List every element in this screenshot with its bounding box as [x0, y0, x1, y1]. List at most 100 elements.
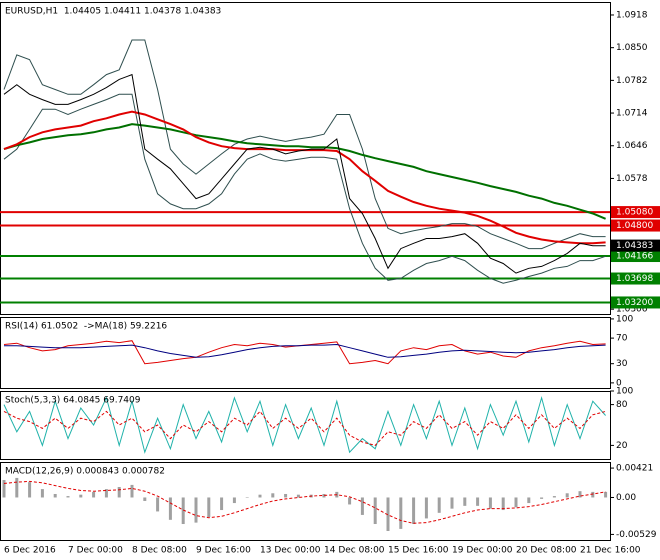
histogram-bar — [552, 496, 556, 498]
histogram-bar — [258, 494, 262, 498]
panel-frame — [0, 317, 611, 389]
histogram-bar — [527, 497, 531, 504]
panel-title: RSI(14) 61.0502 ->MA(18) 59.2216 — [5, 322, 167, 332]
y-tick-label: 0.00421 — [616, 464, 653, 474]
x-tick-label: 6 Dec 2016 — [4, 546, 56, 556]
histogram-bar — [156, 497, 160, 512]
y-tick-label: 1.0646 — [616, 141, 648, 151]
histogram-bar — [565, 493, 569, 498]
histogram-bar — [450, 497, 454, 509]
y-tick-label: -0.00529 — [616, 530, 657, 540]
panel-title: EURUSD,H1 1.04405 1.04411 1.04378 1.0438… — [5, 7, 221, 17]
histogram-bar — [591, 491, 595, 498]
histogram-bar — [28, 482, 32, 498]
histogram-bar — [15, 477, 19, 498]
level-tag — [611, 219, 660, 232]
level-label: 1.04166 — [616, 252, 653, 262]
y-tick-label: 20 — [616, 441, 628, 451]
x-tick-label: 9 Dec 16:00 — [196, 546, 251, 556]
histogram-bar — [92, 491, 96, 498]
histogram-bar — [117, 486, 121, 498]
level-tag — [611, 206, 660, 219]
series-line — [4, 343, 606, 358]
histogram-bar — [181, 497, 185, 525]
histogram-bar — [79, 494, 83, 498]
x-tick-label: 15 Dec 16:00 — [388, 546, 449, 556]
series-line — [3, 410, 606, 446]
level-tag — [611, 272, 660, 285]
histogram-bar — [373, 497, 377, 525]
x-tick-label: 13 Dec 00:00 — [260, 546, 321, 556]
level-label: 1.04800 — [616, 221, 653, 231]
series-line — [3, 123, 606, 220]
panel-title: Stoch(5,3,3) 64.0845 69.7409 — [5, 396, 141, 406]
last-price-tag — [611, 239, 660, 252]
histogram-bar — [399, 497, 403, 529]
histogram-bar — [40, 489, 44, 498]
histogram-bar — [66, 496, 70, 498]
x-tick-label: 20 Dec 08:00 — [516, 546, 577, 556]
y-tick-label: 1.0918 — [616, 10, 648, 20]
y-tick-label: 100 — [616, 387, 633, 397]
histogram-bar — [348, 497, 352, 505]
histogram-bar — [271, 493, 275, 498]
level-label: 1.05080 — [616, 208, 653, 218]
level-label: 1.03698 — [616, 274, 653, 284]
histogram-bar — [130, 484, 134, 498]
y-tick-label: 70 — [616, 334, 628, 344]
x-tick-label: 21 Dec 16:00 — [580, 546, 641, 556]
histogram-bar — [53, 493, 57, 498]
histogram-bar — [501, 497, 505, 511]
x-tick-label: 19 Dec 00:00 — [452, 546, 513, 556]
level-label: 1.03200 — [616, 298, 653, 308]
histogram-bar — [386, 497, 390, 531]
panel-frame — [0, 462, 611, 541]
level-tag — [611, 250, 660, 263]
histogram-bar — [488, 497, 492, 509]
y-tick-label: 80 — [616, 400, 628, 410]
histogram-bar — [412, 497, 416, 525]
x-tick-label: 14 Dec 08:00 — [324, 546, 385, 556]
panel-frame — [0, 391, 611, 460]
histogram-bar — [232, 497, 236, 504]
series-line — [3, 93, 606, 284]
y-tick-label: 1.0714 — [616, 109, 648, 119]
x-tick-label: 7 Dec 00:00 — [68, 546, 123, 556]
y-tick-label: 1.0306 — [616, 305, 648, 315]
histogram-bar — [360, 497, 364, 515]
y-tick-label: 30 — [616, 359, 628, 369]
histogram-bar — [578, 491, 582, 498]
series-line — [3, 480, 606, 524]
level-tag — [611, 296, 660, 309]
x-tick-label: 8 Dec 08:00 — [132, 546, 187, 556]
histogram-bar — [296, 494, 300, 498]
histogram-bar — [437, 497, 441, 513]
histogram-bar — [194, 497, 198, 523]
y-tick-label: 0.00 — [616, 493, 636, 503]
histogram-bar — [2, 480, 6, 498]
histogram-bar — [604, 491, 608, 498]
histogram-bar — [168, 497, 172, 520]
last-price-label: 1.04383 — [616, 241, 653, 251]
histogram-bar — [207, 497, 211, 518]
histogram-bar — [540, 497, 544, 499]
histogram-bar — [322, 493, 326, 498]
histogram-bar — [514, 497, 518, 508]
panel-title: MACD(12,26,9) 0.000843 0.000782 — [5, 467, 165, 477]
y-tick-label: 100 — [616, 314, 633, 324]
histogram-bar — [245, 497, 249, 498]
series-line — [3, 73, 606, 274]
y-tick-label: 1.0782 — [616, 76, 648, 86]
series-line — [3, 39, 606, 250]
histogram-bar — [284, 493, 288, 498]
histogram-bar — [463, 497, 467, 506]
histogram-bar — [424, 497, 428, 519]
y-tick-label: 0 — [616, 378, 622, 388]
histogram-bar — [143, 497, 147, 501]
histogram-bar — [104, 489, 108, 498]
histogram-bar — [476, 497, 480, 506]
y-tick-label: 1.0578 — [616, 174, 648, 184]
y-tick-label: 1.0850 — [616, 43, 648, 53]
histogram-bar — [220, 497, 224, 511]
